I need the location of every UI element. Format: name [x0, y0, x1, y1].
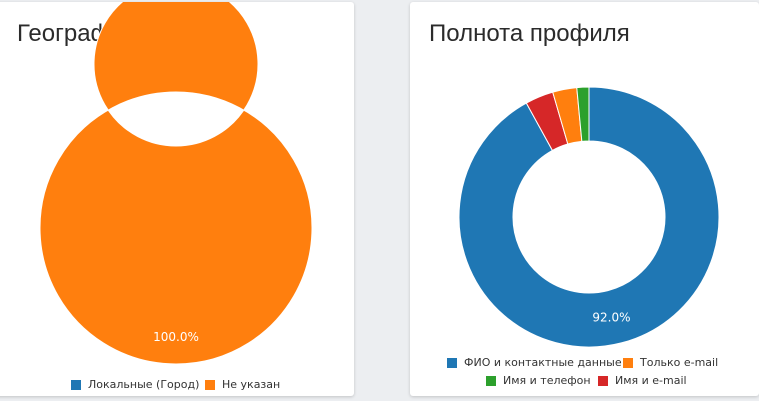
legend-label: Локальные (Город): [88, 378, 200, 391]
legend-item-name-email[interactable]: Имя и e-mail: [598, 374, 687, 387]
slice-4[interactable]: [576, 86, 590, 142]
legend-label: Не указан: [222, 378, 281, 391]
card-title: Полнота профиля: [429, 20, 630, 47]
geography-donut-chart: 100.0%: [39, 2, 313, 365]
legend-swatch: [71, 379, 81, 390]
legend-item-email-only[interactable]: Только e-mail: [623, 356, 718, 369]
legend-swatch: [598, 375, 608, 386]
slice-1[interactable]: [458, 86, 720, 348]
slice-value-label: 100.0%: [153, 330, 199, 344]
legend-label: Имя и телефон: [503, 374, 591, 387]
legend-item-full-name-contacts[interactable]: ФИО и контактные данные: [447, 356, 622, 369]
legend-label: ФИО и контактные данные: [464, 356, 622, 369]
profile-completeness-card: Полнота профиля 92.0% ФИО и контактные д…: [410, 2, 759, 396]
legend-item-local-city[interactable]: Локальные (Город): [71, 378, 199, 391]
legend-item-not-specified[interactable]: Не указан: [205, 378, 280, 391]
legend-swatch: [486, 375, 496, 386]
legend-swatch: [623, 357, 633, 368]
legend-swatch: [447, 357, 457, 368]
legend-item-name-phone[interactable]: Имя и телефон: [486, 374, 591, 387]
slice-value-label: 92.0%: [592, 311, 630, 325]
legend-swatch: [205, 379, 215, 390]
legend-label: Только e-mail: [640, 356, 719, 369]
profile-completeness-donut-chart: 92.0%: [458, 86, 720, 348]
slice-2[interactable]: [39, 2, 313, 365]
legend-label: Имя и e-mail: [615, 374, 687, 387]
customer-geography-card: География клиентов 100.0% Локальные (Гор…: [0, 2, 354, 396]
